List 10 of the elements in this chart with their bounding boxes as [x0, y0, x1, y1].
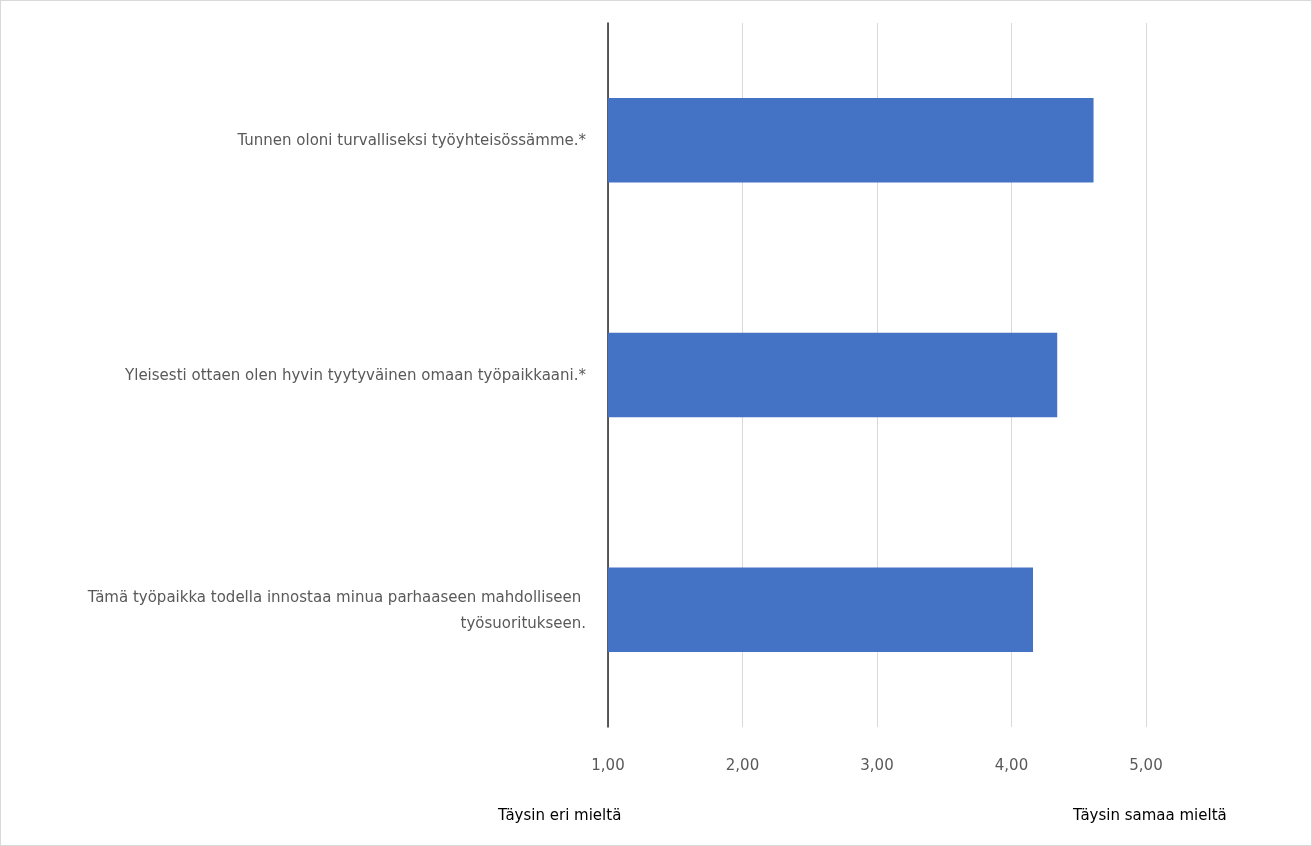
- x-tick-label: 1,00: [591, 755, 625, 774]
- text: Täysin samaa mieltä: [1072, 805, 1227, 824]
- text: Täysin eri mieltä: [497, 805, 622, 824]
- x-tick-label: 5,00: [1129, 755, 1163, 774]
- y-tick-label: Tunnen oloni turvalliseksi työyhteisössämme.*: [236, 131, 587, 150]
- x-tick-label: 2,00: [725, 755, 760, 774]
- y-tick-label: Yleisesti ottaen olen hyvin tyytyväinen omaan työpaikkaani.*: [124, 366, 587, 384]
- y-tick-label: Tämä työpaikka todella innostaa minua parhaaseen mahdolliseen työsuoritukseen.: [86, 587, 586, 632]
- x-tick-label: 3,00: [860, 755, 894, 774]
- x-tick-label: 4,00: [994, 755, 1029, 774]
